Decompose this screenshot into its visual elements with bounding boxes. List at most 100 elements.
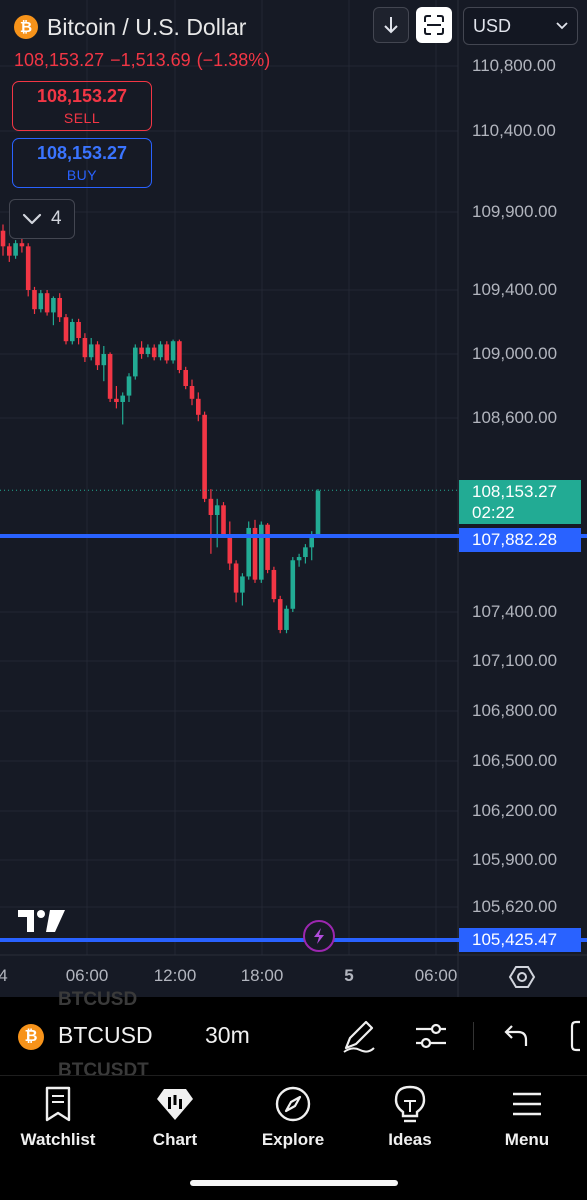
more-tools-icon[interactable] [566, 1018, 587, 1054]
price-scale-label: 106,500.00 [472, 751, 558, 770]
tab-label: Ideas [388, 1130, 432, 1149]
symbol-title: Bitcoin / U.S. Dollar [47, 13, 247, 40]
tab-label: Menu [504, 1130, 550, 1149]
price-scale-label: 105,900.00 [472, 850, 558, 869]
candle-body [7, 246, 12, 256]
indicators-icon[interactable] [413, 1018, 449, 1054]
symbol-button[interactable]: BTCUSD [58, 1022, 153, 1048]
bottom-line-tag: 105,425.47 [459, 928, 581, 952]
candle-body [38, 293, 44, 310]
symbol-header: ₿ Bitcoin / U.S. Dollar [14, 14, 246, 40]
bottom-tab-bar [0, 1075, 587, 1200]
tab-ideas[interactable]: Ideas [355, 1084, 465, 1150]
tab-watchlist[interactable]: Watchlist [3, 1084, 113, 1150]
currency-value: USD [473, 15, 512, 36]
buy-price: 108,153.27 [36, 143, 128, 163]
tab-chart[interactable]: Chart [120, 1084, 230, 1150]
time-scale-label: 5 [344, 966, 354, 985]
ghost-symbol: BTCUSD [58, 989, 138, 1010]
hamburger-menu-icon [513, 1092, 541, 1116]
candle-body [309, 534, 314, 548]
settings-icon[interactable] [508, 963, 536, 991]
candle-body [252, 527, 258, 580]
time-scale-label: 4 [0, 966, 8, 985]
candle-body [246, 527, 251, 577]
indicator-count: 4 [51, 208, 62, 229]
chart-area[interactable]: ₿ Bitcoin / U.S. Dollar 108,153.27 −1,513… [0, 0, 587, 997]
candle-body [82, 338, 88, 358]
drawing-pen-icon[interactable] [340, 1018, 376, 1054]
buy-button[interactable]: 108,153.27 BUY [12, 138, 152, 188]
sell-price: 108,153.27 [36, 86, 128, 106]
candle-body [296, 557, 302, 561]
tab-label: Chart [152, 1130, 198, 1149]
price-scale-label: 106,200.00 [472, 801, 558, 820]
candle-body [19, 243, 25, 247]
candle-body [158, 344, 163, 358]
price-change: −1,513.69 [110, 50, 191, 70]
candle-body [233, 563, 239, 593]
candle-body [284, 608, 289, 630]
tab-explore[interactable]: Explore [238, 1084, 348, 1150]
candle-body [25, 246, 31, 290]
price-scale-label: 109,400.00 [472, 280, 558, 299]
time-scale-label: 06:00 [65, 966, 109, 985]
tab-menu[interactable]: Menu [472, 1084, 582, 1150]
sell-label: SELL [63, 110, 101, 126]
candle-body [196, 398, 201, 415]
interval-button[interactable]: 30m [205, 1022, 250, 1048]
bookmark-list-icon [45, 1086, 71, 1122]
candle-body [164, 344, 170, 361]
price-scale-label: 110,800.00 [472, 56, 556, 75]
candle-body [221, 505, 226, 535]
candle-body [133, 347, 138, 377]
buy-label: BUY [66, 167, 98, 183]
candle-body [0, 230, 6, 247]
price-scale-label: 107,400.00 [472, 602, 558, 621]
candle-body [240, 576, 245, 593]
candle-body [265, 524, 270, 570]
bolt-icon[interactable] [303, 920, 335, 952]
arrow-down-icon [384, 17, 398, 34]
fullscreen-icon [424, 15, 444, 35]
horizontal-line-tag: 107,882.28 [459, 528, 581, 552]
chart-gem-icon [157, 1089, 193, 1120]
fullscreen-button[interactable] [416, 7, 452, 43]
candle-body [315, 490, 321, 535]
time-scale-label: 12:00 [153, 966, 197, 985]
price-scale-label: 105,620.00 [472, 897, 558, 916]
candle-body [183, 370, 188, 386]
price-scale-label: 107,100.00 [472, 651, 558, 670]
candle-body [170, 341, 176, 361]
lightbulb-icon [394, 1085, 426, 1123]
price-scale-label: 106,800.00 [472, 701, 558, 720]
candle-body [88, 344, 94, 358]
candle-body [208, 498, 214, 515]
candlestick-chart[interactable] [0, 0, 587, 997]
time-scale-label: 18:00 [240, 966, 284, 985]
price-summary: 108,153.27 −1,513.69 (−1.38%) [14, 50, 276, 71]
toolbar-divider [473, 1022, 474, 1050]
candle-body [44, 293, 50, 313]
last-price: 108,153.27 [14, 50, 105, 70]
price-scale-label: 109,000.00 [472, 344, 558, 363]
download-button[interactable] [373, 7, 409, 43]
candle-body [227, 534, 233, 564]
candle-body [114, 398, 119, 402]
undo-icon[interactable] [500, 1018, 530, 1054]
candle-countdown: 02:22 [472, 503, 515, 522]
currency-select[interactable]: USD [463, 7, 578, 45]
candle-body [120, 395, 125, 402]
price-change-pct: (−1.38%) [196, 50, 271, 70]
candle-body [126, 376, 132, 396]
candle-body [95, 344, 100, 366]
candle-body [202, 414, 207, 499]
candle-body [259, 524, 264, 580]
indicators-toggle[interactable]: 4 [9, 199, 75, 239]
tab-label: Watchlist [20, 1130, 96, 1149]
bitcoin-icon: ₿ [14, 15, 38, 39]
price-scale-label: 108,600.00 [472, 408, 558, 427]
candle-body [145, 347, 151, 354]
sell-button[interactable]: 108,153.27 SELL [12, 81, 152, 131]
candle-body [107, 354, 113, 399]
